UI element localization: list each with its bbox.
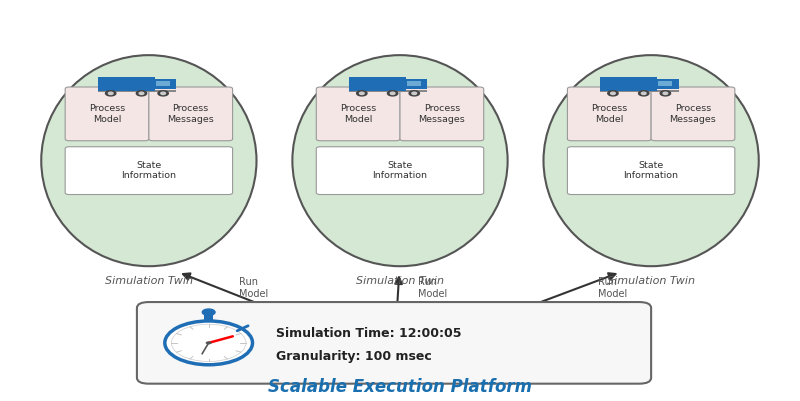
Circle shape: [136, 91, 146, 96]
FancyBboxPatch shape: [658, 81, 672, 86]
Circle shape: [206, 341, 212, 344]
FancyBboxPatch shape: [567, 87, 651, 141]
Ellipse shape: [543, 55, 758, 266]
Circle shape: [161, 92, 166, 95]
FancyBboxPatch shape: [316, 87, 400, 141]
Circle shape: [412, 92, 417, 95]
Circle shape: [171, 324, 246, 361]
Circle shape: [610, 92, 615, 95]
Text: State
Information: State Information: [624, 161, 678, 180]
FancyBboxPatch shape: [98, 91, 176, 92]
Text: Process
Messages: Process Messages: [418, 104, 466, 124]
FancyBboxPatch shape: [316, 147, 484, 194]
FancyBboxPatch shape: [154, 79, 176, 89]
FancyBboxPatch shape: [156, 81, 170, 86]
FancyBboxPatch shape: [567, 147, 735, 194]
Text: Scalable Execution Platform: Scalable Execution Platform: [268, 378, 532, 396]
Circle shape: [390, 92, 395, 95]
Circle shape: [638, 91, 649, 96]
Text: Process
Messages: Process Messages: [167, 104, 214, 124]
FancyBboxPatch shape: [349, 77, 406, 91]
Circle shape: [139, 92, 144, 95]
Text: Granularity: 100 msec: Granularity: 100 msec: [277, 350, 432, 363]
FancyBboxPatch shape: [407, 81, 421, 86]
Text: Simulation Twin: Simulation Twin: [607, 276, 695, 286]
Text: Process
Model: Process Model: [340, 104, 376, 124]
Circle shape: [608, 91, 618, 96]
FancyBboxPatch shape: [98, 77, 154, 91]
FancyBboxPatch shape: [65, 87, 149, 141]
Circle shape: [387, 91, 398, 96]
Circle shape: [165, 321, 253, 365]
Ellipse shape: [292, 55, 508, 266]
Circle shape: [660, 91, 670, 96]
Text: Simulation Twin: Simulation Twin: [105, 276, 193, 286]
Circle shape: [663, 92, 668, 95]
Circle shape: [359, 92, 364, 95]
FancyBboxPatch shape: [149, 87, 233, 141]
FancyBboxPatch shape: [651, 87, 735, 141]
Text: Simulation Time: 12:00:05: Simulation Time: 12:00:05: [277, 326, 462, 340]
Circle shape: [158, 91, 168, 96]
Circle shape: [409, 91, 419, 96]
FancyBboxPatch shape: [600, 77, 657, 91]
Circle shape: [357, 91, 367, 96]
Circle shape: [642, 92, 646, 95]
FancyBboxPatch shape: [406, 79, 427, 89]
FancyBboxPatch shape: [204, 314, 214, 321]
FancyBboxPatch shape: [657, 79, 678, 89]
Text: State
Information: State Information: [122, 161, 176, 180]
FancyBboxPatch shape: [65, 147, 233, 194]
Text: State
Information: State Information: [373, 161, 427, 180]
Text: Process
Model: Process Model: [89, 104, 125, 124]
Text: Run
Model: Run Model: [598, 277, 627, 299]
Ellipse shape: [42, 55, 257, 266]
FancyBboxPatch shape: [600, 91, 678, 92]
Text: Simulation Twin: Simulation Twin: [356, 276, 444, 286]
Text: Run
Model: Run Model: [418, 277, 447, 299]
Circle shape: [108, 92, 113, 95]
Text: Run
Model: Run Model: [238, 277, 268, 299]
FancyBboxPatch shape: [400, 87, 484, 141]
Text: Process
Messages: Process Messages: [670, 104, 716, 124]
Circle shape: [106, 91, 116, 96]
FancyBboxPatch shape: [137, 302, 651, 384]
FancyBboxPatch shape: [349, 91, 427, 92]
Text: Process
Model: Process Model: [591, 104, 627, 124]
Circle shape: [202, 309, 215, 316]
